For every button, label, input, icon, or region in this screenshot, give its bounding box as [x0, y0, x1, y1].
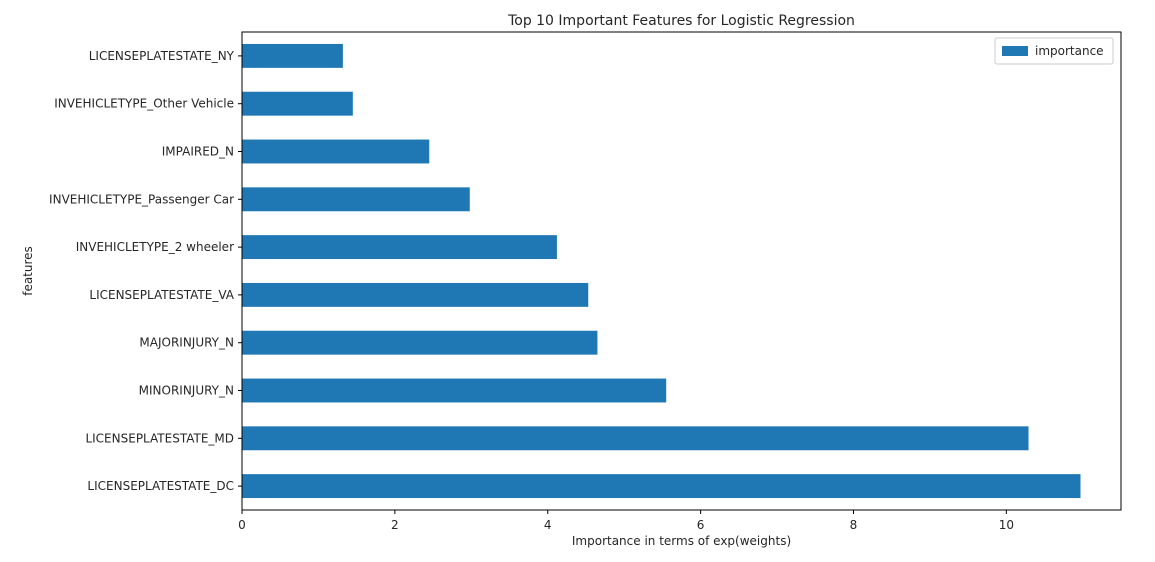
x-axis-label: Importance in terms of exp(weights) [572, 534, 791, 548]
x-tick-label: 8 [850, 518, 858, 532]
bar [242, 282, 589, 307]
bar [242, 43, 343, 68]
plot-frame [241, 31, 1122, 511]
x-tick-label: 0 [238, 518, 246, 532]
chart-title: Top 10 Important Features for Logistic R… [507, 13, 855, 29]
legend-swatch [1002, 46, 1028, 56]
bar [242, 330, 598, 355]
y-tick-label: LICENSEPLATESTATE_VA [89, 288, 234, 302]
bar [242, 235, 557, 260]
x-tick-label: 4 [544, 518, 552, 532]
legend: importance [994, 37, 1114, 65]
y-tick-label: INVEHICLETYPE_Other Vehicle [54, 97, 234, 111]
x-tick-label: 2 [391, 518, 399, 532]
bar [242, 91, 353, 116]
x-tick-label: 6 [697, 518, 705, 532]
bar [242, 378, 667, 403]
bar [242, 474, 1081, 499]
bar [242, 426, 1029, 451]
y-ticks-layer: LICENSEPLATESTATE_DC LICENSEPLATESTATE_MD… [49, 49, 242, 493]
legend-box [994, 37, 1114, 65]
x-ticks-layer: 0 2 4 6 8 10 [238, 510, 1014, 532]
y-tick-label: INVEHICLETYPE_2 wheeler [76, 240, 234, 254]
y-tick-label: LICENSEPLATESTATE_NY [89, 49, 235, 63]
y-tick-label: IMPAIRED_N [162, 145, 234, 159]
bar [242, 187, 470, 212]
y-tick-label: MINORINJURY_N [139, 384, 234, 398]
x-tick-label: 10 [999, 518, 1014, 532]
y-tick-label: LICENSEPLATESTATE_MD [85, 431, 234, 445]
y-tick-label: LICENSEPLATESTATE_DC [87, 479, 234, 493]
legend-label: importance [1035, 44, 1104, 58]
bars-layer [242, 43, 1081, 499]
bar [242, 139, 430, 164]
y-tick-label: INVEHICLETYPE_Passenger Car [49, 192, 234, 206]
y-axis-label: features [21, 246, 35, 296]
y-tick-label: MAJORINJURY_N [139, 336, 234, 350]
